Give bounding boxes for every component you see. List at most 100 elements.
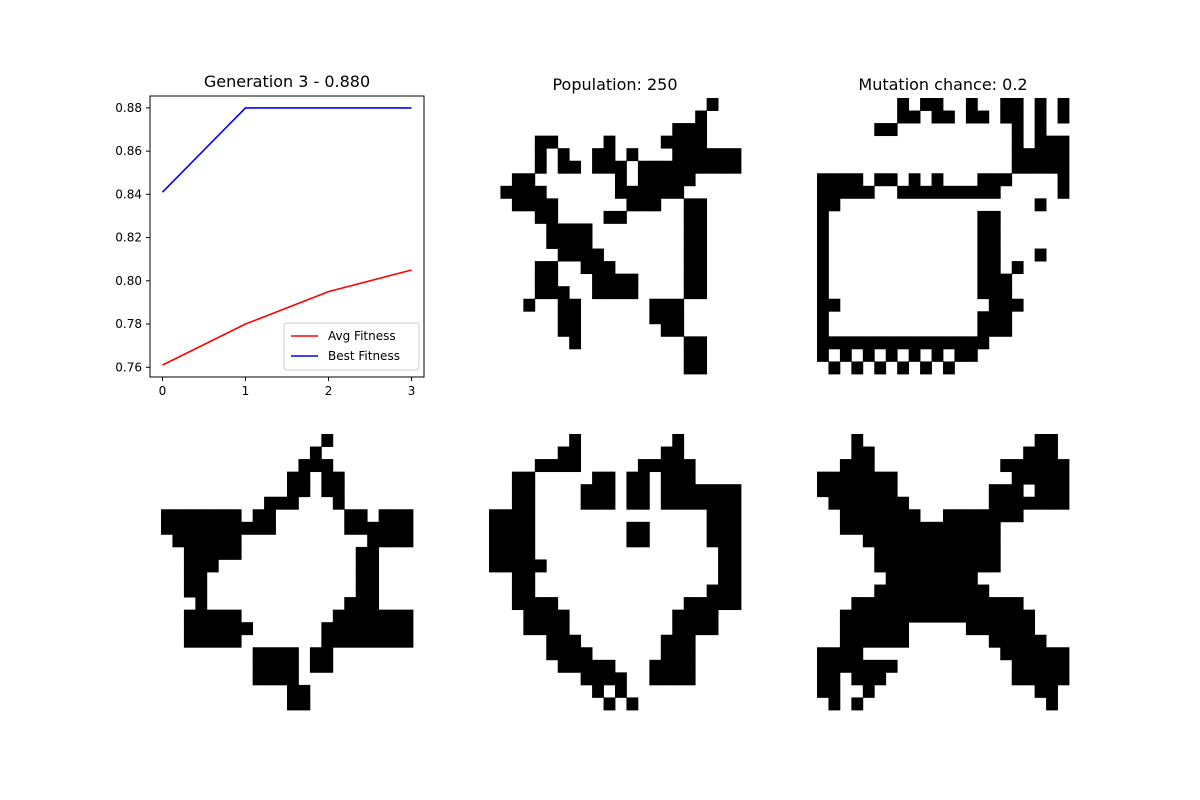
grid-cell	[287, 672, 299, 686]
grid-cell	[1034, 160, 1047, 174]
grid-cell	[1034, 471, 1047, 485]
y-tick-label: 0.78	[115, 317, 142, 331]
grid-cell	[897, 98, 910, 111]
grid-cell	[523, 509, 536, 523]
grid-cell	[580, 223, 593, 237]
grid-cell	[885, 546, 898, 560]
grid-cell	[546, 223, 559, 237]
grid-cell	[851, 609, 864, 623]
grid-cell	[183, 609, 196, 623]
grid-cell	[367, 534, 380, 548]
grid-cell	[908, 110, 921, 124]
grid-cell	[1000, 323, 1013, 337]
grid-cell	[683, 634, 696, 648]
grid-cell	[1057, 672, 1070, 686]
grid-cell	[546, 210, 559, 224]
grid-cell	[390, 609, 402, 623]
grid-cell	[367, 584, 380, 598]
grid-cell	[885, 559, 898, 573]
grid-cell	[672, 323, 685, 337]
y-tick-label: 0.84	[115, 187, 142, 201]
grid-cell	[511, 484, 524, 498]
grid-cell	[695, 210, 708, 224]
grid-cell	[931, 98, 944, 111]
grid-cell	[817, 248, 829, 262]
grid-cell	[660, 634, 673, 648]
grid-cell	[885, 622, 898, 636]
grid-cell	[988, 223, 1001, 237]
grid-cell	[943, 534, 955, 548]
grid-cell	[706, 597, 719, 611]
grid-cell	[569, 248, 582, 262]
grid-cell	[1046, 659, 1058, 673]
grid-cell	[965, 185, 978, 199]
grid-cell	[195, 534, 208, 548]
grid-cell	[580, 484, 593, 498]
grid-cell	[862, 446, 875, 460]
grid-cell	[252, 672, 265, 686]
grid-cell	[1023, 634, 1036, 648]
grid-cell	[592, 672, 604, 686]
grid-cell	[489, 534, 501, 548]
grid-cell	[557, 286, 570, 300]
grid-cell	[817, 236, 829, 249]
grid-cell	[534, 559, 547, 573]
grid-cell	[1023, 496, 1036, 510]
grid-cell	[218, 546, 231, 560]
grid-cell	[637, 534, 650, 548]
grid-cell	[920, 559, 932, 573]
grid-cell	[817, 273, 829, 287]
grid-cell	[874, 173, 887, 187]
grid-cell	[1011, 634, 1024, 648]
grid-cell	[897, 185, 910, 199]
grid-cell	[672, 484, 685, 498]
grid-cell	[390, 534, 402, 548]
grid-cell	[603, 659, 616, 673]
grid-cell	[637, 198, 650, 212]
grid-cell	[637, 185, 650, 199]
grid-cell	[511, 559, 524, 573]
grid-cell	[851, 434, 864, 447]
grid-cell	[569, 223, 582, 237]
grid-cell	[401, 521, 414, 535]
grid-cell	[839, 173, 852, 187]
grid-cell	[229, 634, 242, 648]
grid-cell	[817, 684, 829, 698]
grid-cell	[988, 210, 1001, 224]
grid-cell	[683, 173, 696, 187]
grid-cell	[931, 584, 944, 598]
grid-cell	[557, 459, 570, 473]
grid-cell	[500, 509, 513, 523]
pixel-grid-5	[817, 434, 1070, 711]
grid-cell	[523, 173, 536, 187]
grid-cell	[546, 459, 559, 473]
grid-cell	[729, 496, 742, 510]
grid-cell	[965, 584, 978, 598]
grid-cell	[580, 248, 593, 262]
grid-cell	[321, 634, 334, 648]
grid-cell	[897, 509, 910, 523]
grid-cell	[523, 546, 536, 560]
grid-cell	[592, 659, 604, 673]
grid-cell	[706, 160, 719, 174]
grid-cell	[874, 336, 887, 350]
grid-cell	[988, 173, 1001, 187]
grid-cell	[1000, 484, 1013, 498]
grid-cell	[195, 521, 208, 535]
grid-cell	[897, 609, 910, 623]
grid-cell	[355, 546, 368, 560]
grid-cell	[931, 173, 944, 187]
grid-cell	[557, 236, 570, 249]
grid-cell	[1034, 248, 1047, 262]
grid-cell	[920, 534, 932, 548]
grid-cell	[885, 173, 898, 187]
grid-cell	[264, 496, 276, 510]
grid-cell	[954, 546, 967, 560]
grid-cell	[874, 471, 887, 485]
grid-cell	[851, 622, 864, 636]
grid-cell	[1000, 173, 1013, 187]
grid-cell	[954, 597, 967, 611]
grid-cell	[229, 622, 242, 636]
grid-cell	[683, 135, 696, 149]
grid-cell	[1000, 286, 1013, 300]
